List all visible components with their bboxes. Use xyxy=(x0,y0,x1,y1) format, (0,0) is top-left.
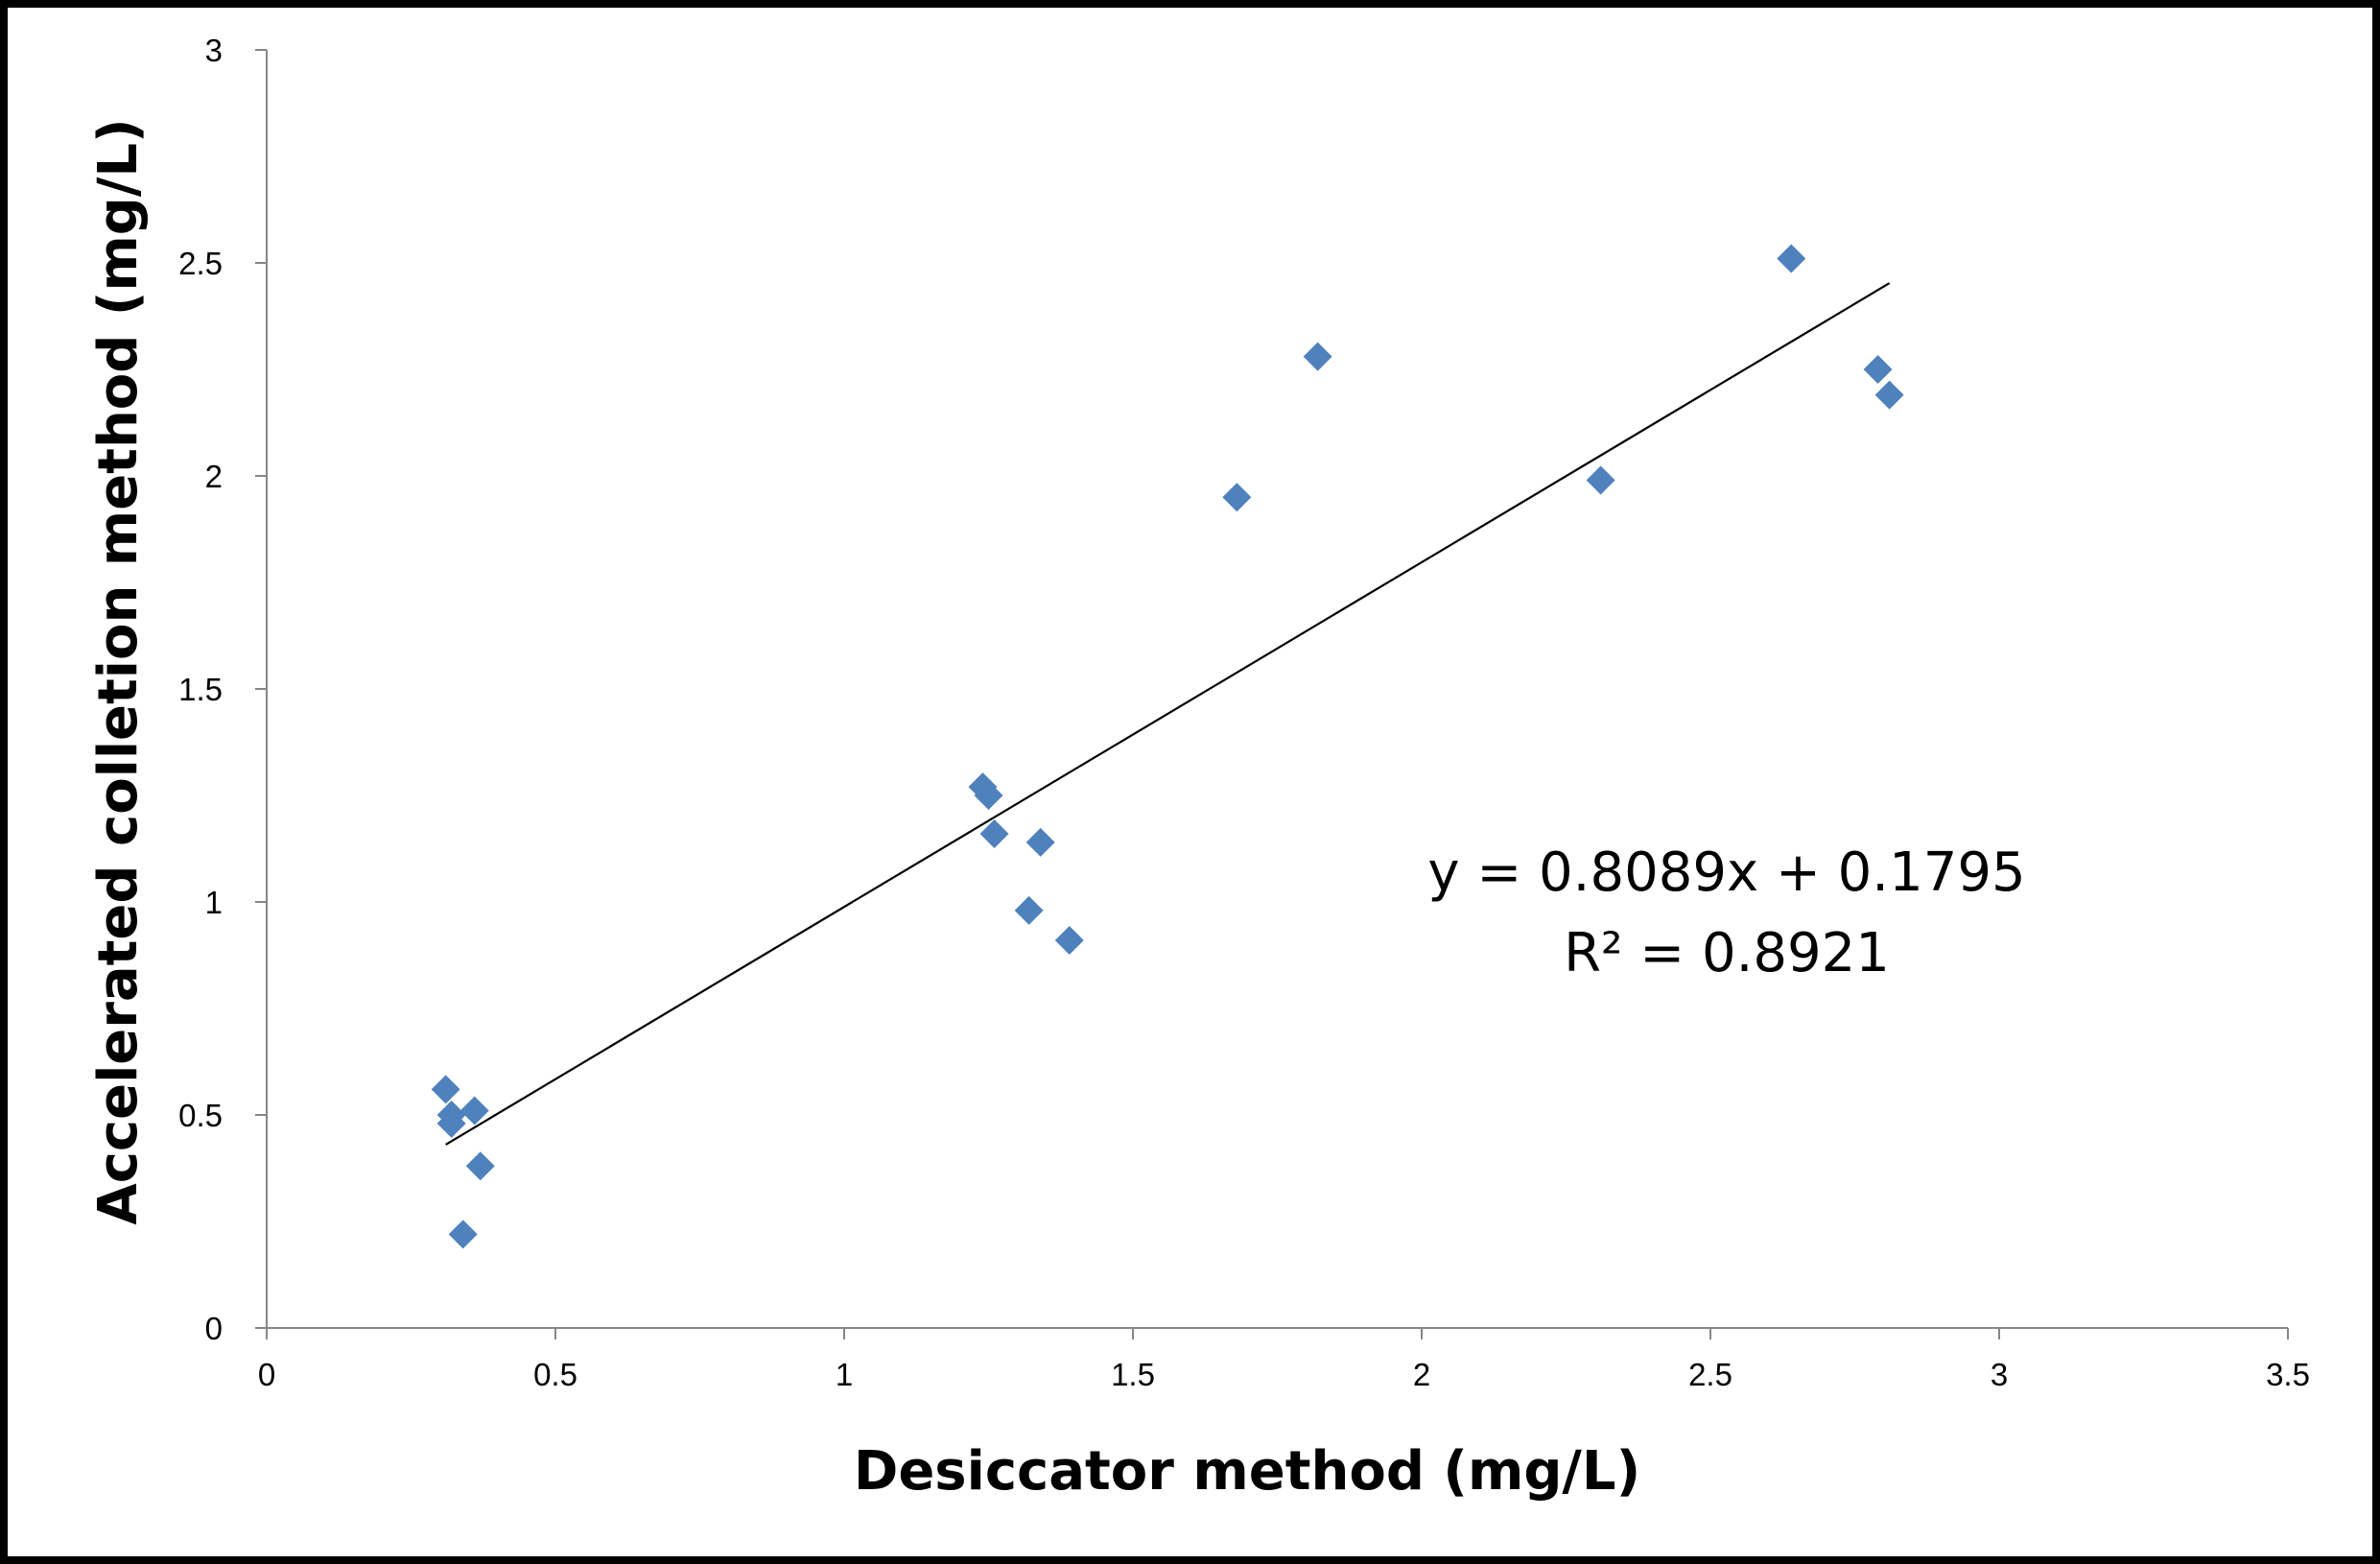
data-point xyxy=(1586,465,1615,495)
x-tick-label: 1 xyxy=(836,1357,853,1392)
y-tick-label: 0.5 xyxy=(178,1098,223,1133)
y-tick-label: 2 xyxy=(205,459,223,494)
trendline xyxy=(445,282,1891,1146)
x-tick-label: 3 xyxy=(1991,1357,2008,1392)
y-tick-label: 0 xyxy=(205,1311,223,1346)
x-tick-label: 0 xyxy=(258,1357,275,1392)
data-point xyxy=(460,1096,489,1126)
y-tick-label: 1.5 xyxy=(178,672,223,707)
data-point xyxy=(1014,895,1044,925)
data-point xyxy=(465,1151,495,1181)
r-squared-label: R² = 0.8921 xyxy=(1564,922,1890,984)
data-point xyxy=(1303,342,1332,371)
data-point xyxy=(431,1075,460,1104)
y-tick-label: 1 xyxy=(205,885,223,920)
x-tick-label: 3.5 xyxy=(2266,1357,2310,1392)
data-point xyxy=(1874,380,1904,410)
data-point xyxy=(1054,925,1084,955)
x-tick-label: 1.5 xyxy=(1111,1357,1155,1392)
x-tick-label: 2.5 xyxy=(1688,1357,1732,1392)
data-points xyxy=(431,244,1904,1249)
data-point xyxy=(1222,483,1252,512)
x-tick-label: 2 xyxy=(1413,1357,1430,1392)
data-point xyxy=(1777,244,1806,273)
x-tick-label: 0.5 xyxy=(533,1357,577,1392)
axes: 0 0.5 1 1.5 2 2.5 3 0 0.5 1 1.5 2 2.5 3 3.5 xyxy=(178,33,2310,1392)
y-axis-title: Accelerated colletion method (mg/L) xyxy=(87,118,150,1224)
y-tick-label: 2.5 xyxy=(178,246,223,281)
data-point xyxy=(1025,827,1055,857)
trendline-layer xyxy=(445,282,1891,1146)
data-point xyxy=(974,781,1003,810)
x-axis-title: Desiccator method (mg/L) xyxy=(854,1440,1640,1503)
data-point xyxy=(1863,355,1893,384)
data-point xyxy=(979,818,1009,848)
data-point xyxy=(436,1108,466,1138)
data-point xyxy=(448,1220,478,1249)
y-tick-label: 3 xyxy=(205,33,223,68)
trendline-equation: y = 0.8089x + 0.1795 xyxy=(1427,841,2025,904)
